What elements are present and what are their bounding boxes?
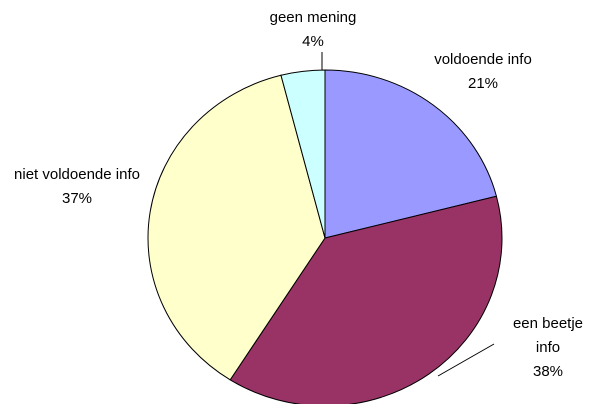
pie-slice	[147, 74, 326, 381]
slice-label: voldoende info 21%	[413, 48, 553, 96]
pie-slice	[229, 195, 503, 404]
category-label: voldoende info	[434, 51, 532, 68]
pie-slice	[280, 69, 326, 239]
slice-label: een beetje info 38%	[508, 312, 588, 384]
category-label: niet voldoende info	[14, 166, 140, 183]
pie-slice	[324, 69, 498, 239]
slice-label: niet voldoende info 37%	[7, 163, 147, 211]
value-label: 37%	[61, 190, 93, 207]
leader-line	[437, 343, 495, 377]
value-label: 38%	[532, 363, 564, 380]
value-label: 21%	[467, 75, 499, 92]
category-label: een beetje info	[512, 315, 584, 356]
slice-label: geen mening 4%	[243, 6, 383, 54]
category-label: geen mening	[269, 9, 357, 26]
value-label: 4%	[302, 33, 324, 50]
